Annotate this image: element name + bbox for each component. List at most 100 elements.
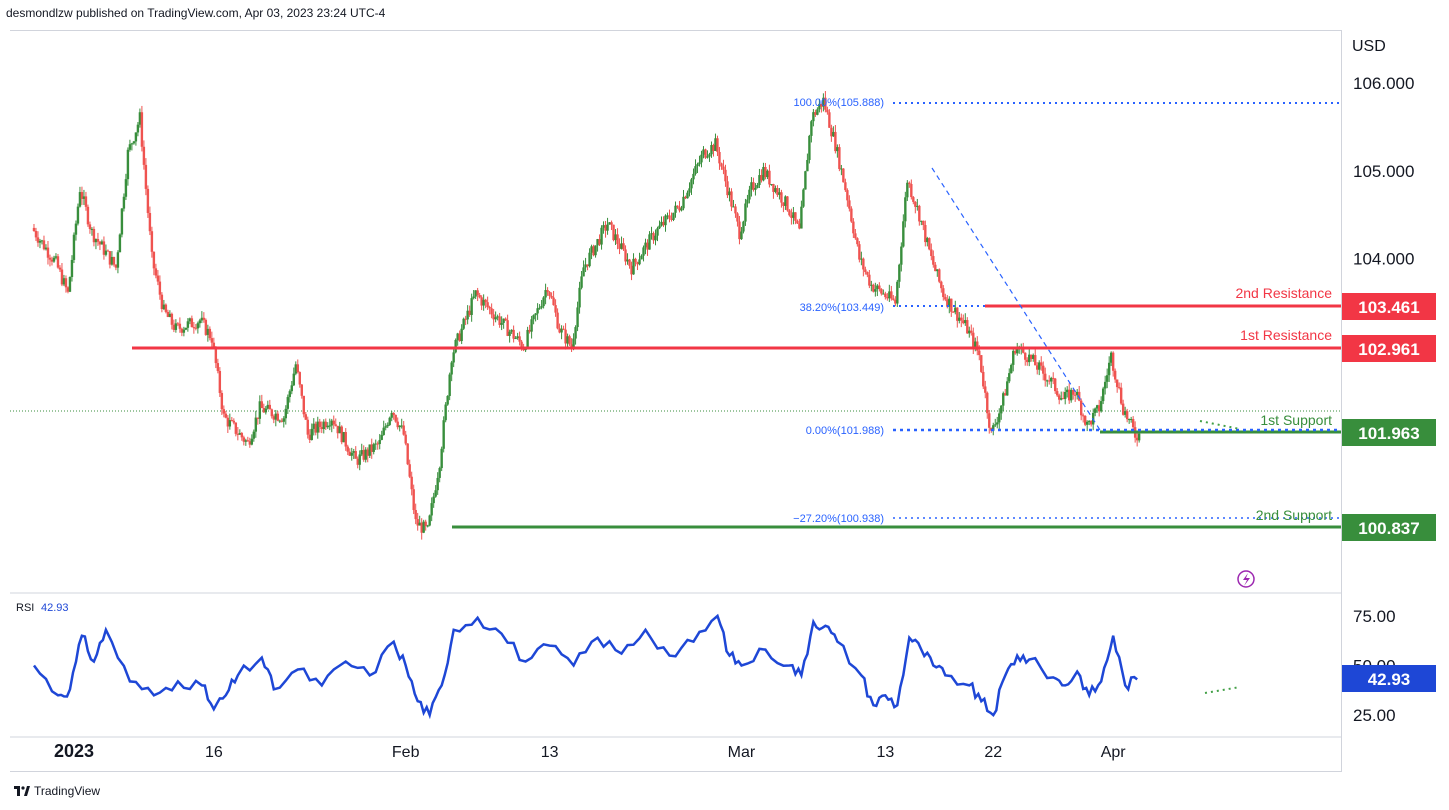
candle	[318, 418, 321, 433]
candle	[362, 445, 365, 462]
rsi-badge	[1342, 665, 1436, 692]
candle	[546, 287, 549, 296]
candle	[686, 190, 689, 199]
candle	[866, 271, 869, 278]
candle	[530, 315, 533, 339]
candle	[962, 314, 965, 325]
candle	[100, 239, 104, 245]
candle	[976, 336, 979, 356]
candle	[172, 319, 176, 333]
rsi-value-label: 42.93	[41, 602, 69, 614]
candle	[326, 422, 329, 429]
candle	[854, 228, 857, 240]
price-divergence-line[interactable]	[1199, 420, 1241, 430]
candle	[940, 280, 943, 293]
time-tick-label: 22	[984, 744, 1002, 761]
candle	[180, 327, 184, 337]
candle	[396, 417, 399, 430]
candle	[970, 324, 973, 336]
candle	[1008, 368, 1011, 384]
candle	[512, 325, 515, 343]
candle	[822, 93, 825, 112]
candle	[1040, 356, 1043, 371]
time-axis[interactable]: 2023 16 Feb 13 Mar 13 22 Apr	[54, 741, 1126, 761]
candle	[158, 275, 162, 300]
candle	[1099, 396, 1103, 413]
candle	[762, 162, 765, 182]
candle	[218, 367, 222, 397]
candle	[498, 312, 501, 328]
candle	[42, 235, 46, 251]
candle	[256, 417, 260, 425]
candle	[110, 251, 114, 266]
candle	[348, 448, 351, 456]
candle	[504, 317, 507, 322]
candle	[516, 332, 519, 340]
candle	[902, 214, 905, 248]
candle	[794, 212, 797, 225]
candle	[738, 215, 741, 245]
candle	[448, 372, 451, 401]
candle	[1060, 391, 1063, 401]
candle	[506, 314, 509, 337]
rsi-divergence-line[interactable]	[1204, 686, 1241, 694]
candle	[486, 296, 489, 310]
rsi-line[interactable]	[32, 613, 1138, 720]
candle	[704, 148, 707, 159]
candle	[864, 266, 867, 275]
candle	[880, 288, 883, 296]
candle	[950, 298, 953, 317]
candle	[1125, 408, 1129, 423]
candle	[360, 443, 363, 457]
rsi-title: RSI	[16, 602, 34, 614]
candle	[444, 402, 447, 423]
candle	[156, 270, 160, 286]
candle	[274, 409, 278, 427]
candle	[258, 395, 262, 425]
event-marker-icon[interactable]	[1237, 570, 1255, 588]
candle	[792, 207, 795, 225]
candle	[1129, 416, 1133, 423]
candle	[94, 238, 98, 250]
candle	[468, 305, 471, 317]
candle	[782, 202, 785, 213]
candle	[1087, 420, 1091, 426]
candle	[830, 124, 833, 142]
candle	[370, 438, 373, 459]
candle	[464, 315, 467, 326]
candle	[774, 185, 777, 194]
candle	[1089, 420, 1093, 427]
candle	[150, 226, 154, 258]
candle	[200, 311, 204, 324]
candlestick-series	[32, 91, 1141, 540]
candle	[132, 140, 136, 145]
candle	[32, 223, 36, 232]
candle	[490, 303, 493, 319]
candle	[276, 411, 279, 422]
candle	[142, 140, 146, 170]
candle	[764, 162, 767, 180]
candle	[972, 327, 975, 355]
candle	[1048, 375, 1051, 385]
candle	[336, 425, 339, 439]
tradingview-footer[interactable]: TradingView	[14, 784, 100, 798]
candle	[176, 322, 180, 327]
support-1-value: 101.963	[1358, 424, 1419, 443]
candle	[428, 514, 431, 527]
candle	[536, 303, 539, 320]
candle	[540, 299, 543, 310]
fib-trend-line[interactable]	[931, 167, 1101, 431]
candle	[630, 261, 633, 281]
candle	[280, 418, 283, 423]
candle	[210, 331, 214, 348]
candle	[958, 312, 961, 324]
candle	[440, 446, 443, 472]
candle	[382, 420, 385, 436]
candle	[568, 334, 571, 346]
candle	[650, 226, 653, 240]
candle	[1046, 379, 1049, 387]
candle	[250, 434, 254, 446]
candle	[1135, 430, 1139, 447]
candle	[106, 249, 110, 252]
